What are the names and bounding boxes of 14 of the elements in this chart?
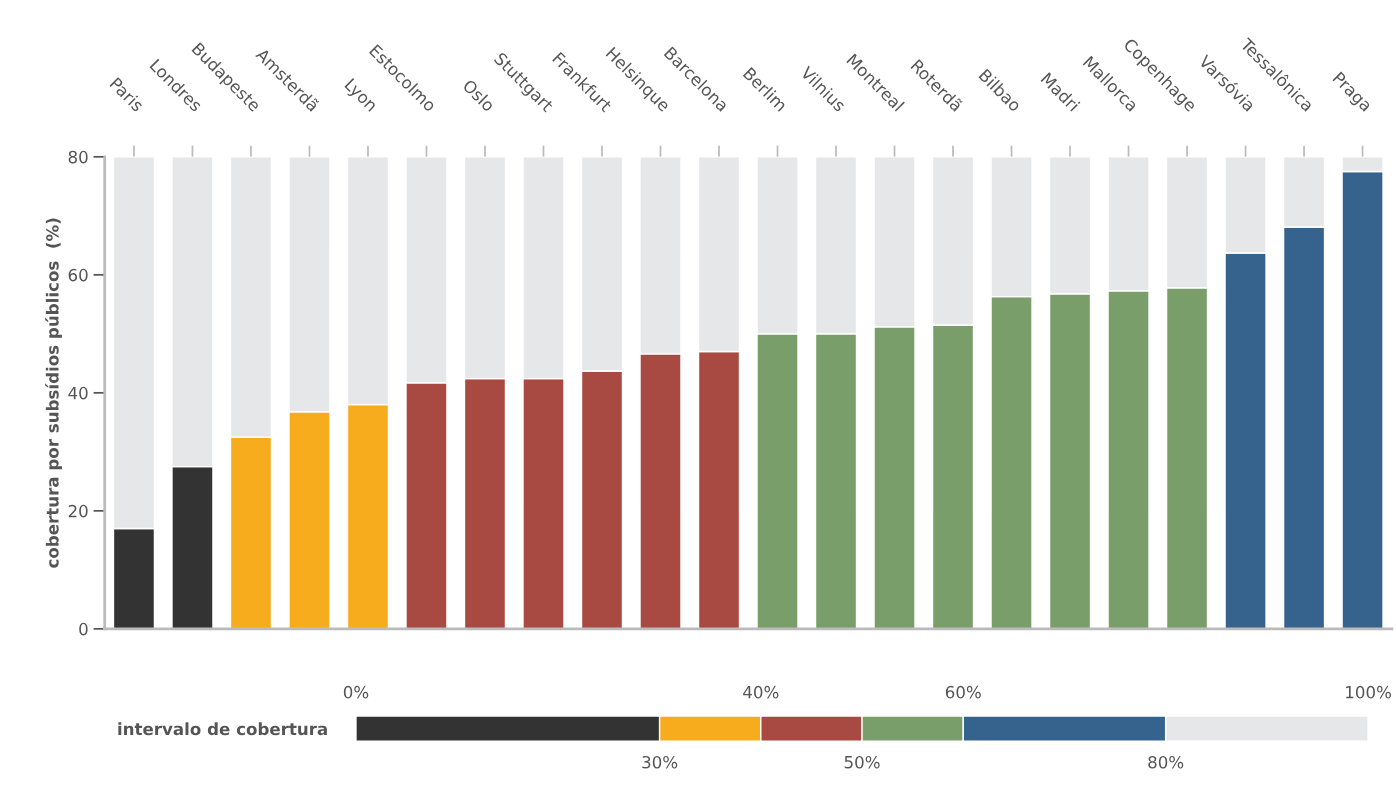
x-tick-label: 50% bbox=[844, 755, 880, 769]
x2-tick-label: 0% bbox=[343, 685, 369, 699]
y-tick-label: 0 bbox=[79, 622, 88, 636]
y-tick-label: 20 bbox=[68, 504, 88, 518]
y-tick-label: intervalo de cobertura bbox=[118, 722, 327, 736]
y-tick-label: 40 bbox=[68, 386, 88, 400]
x2-tick-label: 40% bbox=[743, 685, 779, 699]
x-tick-label: 30% bbox=[642, 755, 678, 769]
x-tick-label: 80% bbox=[1148, 755, 1184, 769]
y-tick-label: 80 bbox=[68, 150, 88, 164]
y-tick-label: 60 bbox=[68, 268, 88, 282]
x2-tick-label: 60% bbox=[945, 685, 981, 699]
y-axis-title: cobertura por subsídios públicos (%) bbox=[45, 218, 62, 568]
x2-tick-label: 100% bbox=[1346, 685, 1391, 699]
